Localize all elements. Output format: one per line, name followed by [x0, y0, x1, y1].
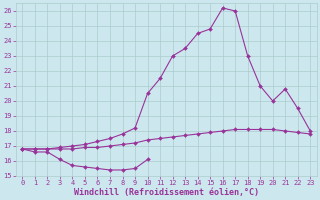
X-axis label: Windchill (Refroidissement éolien,°C): Windchill (Refroidissement éolien,°C) [74, 188, 259, 197]
